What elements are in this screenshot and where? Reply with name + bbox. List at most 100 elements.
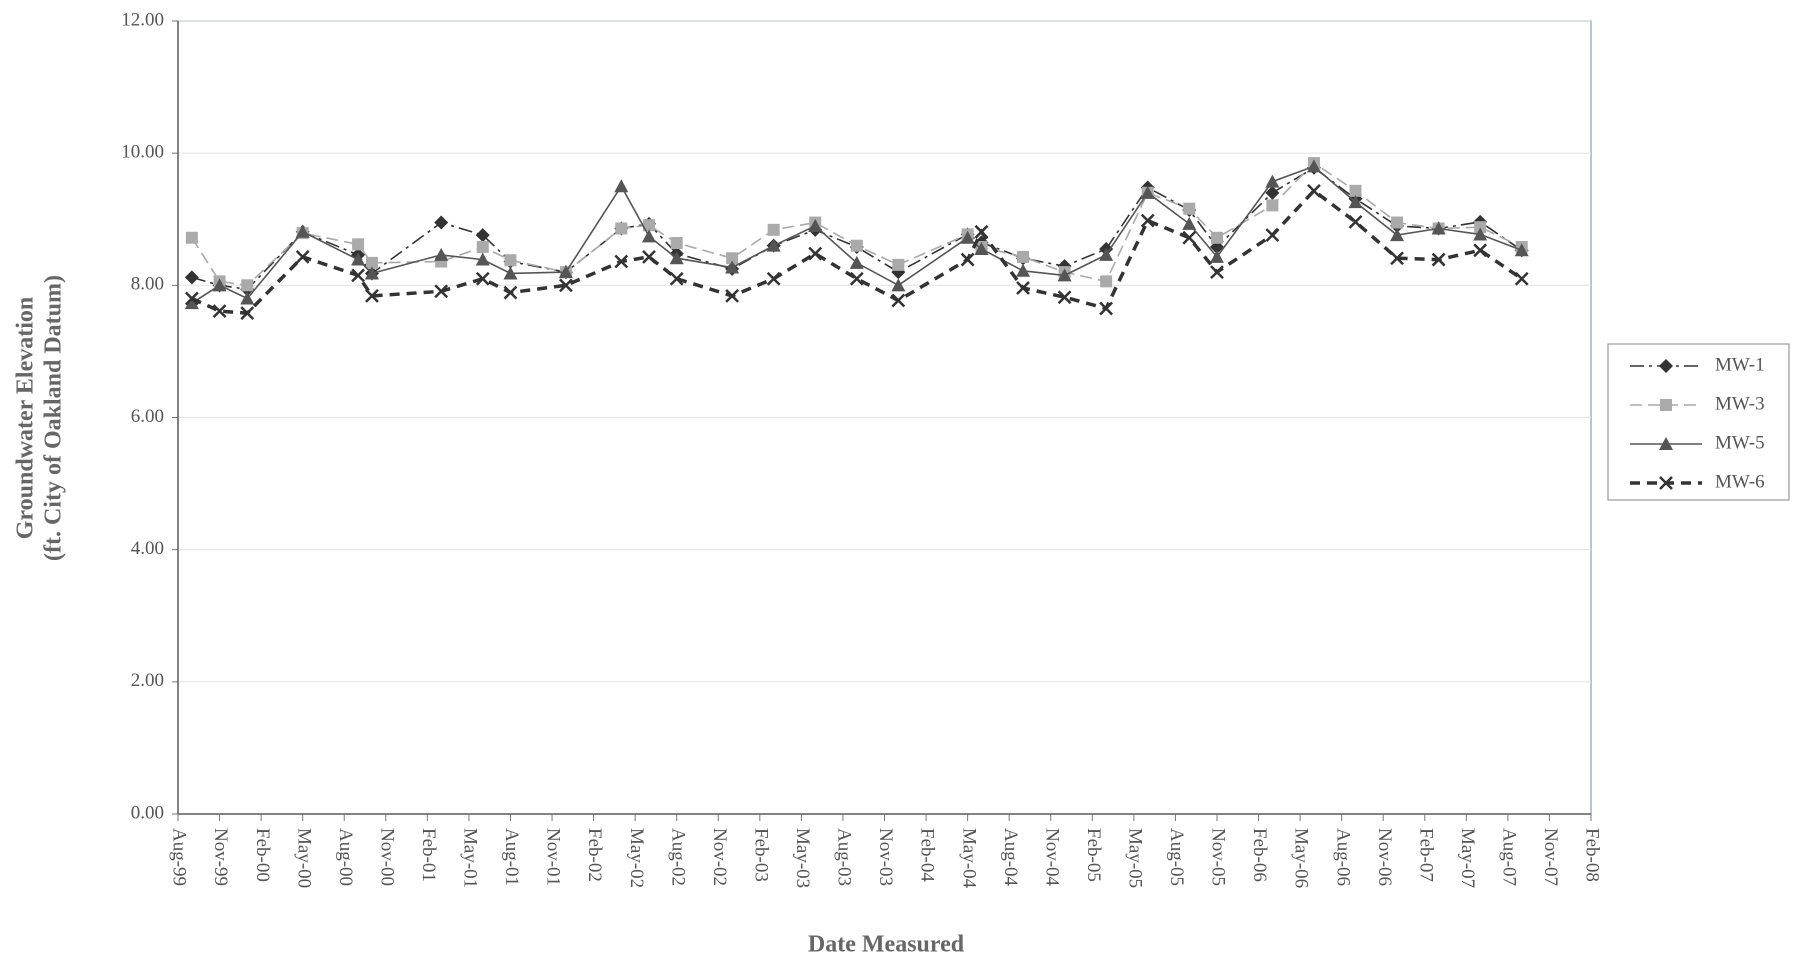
data-point — [1474, 221, 1487, 234]
x-tick-label: May-01 — [460, 828, 481, 888]
data-point — [974, 224, 989, 239]
data-point — [766, 271, 781, 286]
data-point — [184, 296, 199, 310]
data-point — [1265, 228, 1280, 242]
x-axis-title: Date Measured — [808, 932, 965, 958]
x-tick-label: Aug-00 — [335, 828, 356, 886]
data-point — [1307, 183, 1321, 198]
data-point — [1265, 185, 1280, 200]
x-tick-label: Feb-05 — [1083, 828, 1104, 882]
x-tick-label: May-05 — [1124, 828, 1145, 888]
data-point — [558, 265, 573, 279]
data-point — [1265, 174, 1280, 188]
data-point — [974, 241, 989, 255]
x-tick-label: Aug-05 — [1166, 828, 1187, 886]
legend-label: MW-6 — [1715, 471, 1765, 492]
x-tick-label: Aug-01 — [501, 828, 522, 886]
data-point — [1209, 249, 1224, 263]
data-point — [1016, 263, 1031, 277]
data-point — [184, 270, 199, 285]
x-tick-label: Aug-99 — [169, 828, 190, 886]
x-tick-label: May-07 — [1457, 828, 1478, 888]
data-point — [1306, 159, 1321, 173]
data-point — [1182, 230, 1197, 245]
data-point — [365, 256, 378, 269]
y-axis-title: Groundwater Elevation — [13, 297, 39, 539]
data-point — [503, 266, 518, 280]
x-tick-label: Feb-00 — [252, 828, 273, 882]
x-tick-label: Aug-03 — [834, 828, 855, 886]
x-tick-label: May-02 — [626, 828, 647, 888]
data-point — [1390, 251, 1404, 266]
y-tick-label: 12.00 — [121, 9, 164, 30]
x-tick-label: Feb-01 — [418, 828, 439, 882]
legend-label: MW-5 — [1715, 432, 1765, 453]
data-point — [212, 278, 227, 292]
y-tick-label: 6.00 — [131, 406, 164, 427]
data-point — [670, 237, 683, 250]
data-point — [614, 179, 629, 193]
x-tick-label: May-04 — [958, 828, 979, 889]
data-point — [475, 228, 490, 243]
data-point — [475, 252, 490, 266]
data-point — [766, 238, 781, 252]
data-point — [351, 252, 366, 266]
series-line — [191, 165, 1522, 304]
data-point — [960, 252, 975, 267]
data-point — [1473, 227, 1488, 241]
x-tick-label: Feb-03 — [750, 828, 771, 882]
y-tick-label: 4.00 — [131, 538, 164, 559]
data-point — [1266, 199, 1279, 212]
legend-marker — [1659, 476, 1673, 490]
data-point — [503, 285, 518, 300]
legend-marker — [1660, 399, 1672, 411]
data-point — [295, 250, 310, 264]
x-tick-label: Nov-06 — [1374, 828, 1395, 886]
series-line — [191, 188, 1523, 315]
y-tick-label: 2.00 — [131, 670, 164, 691]
data-point — [1016, 281, 1030, 295]
x-tick-label: Aug-07 — [1499, 828, 1520, 886]
data-point — [1210, 231, 1223, 244]
data-point — [352, 238, 365, 251]
data-point — [849, 271, 864, 286]
data-point — [212, 304, 227, 318]
data-point — [808, 218, 823, 232]
data-point — [725, 260, 740, 274]
x-tick-label: Aug-02 — [667, 828, 688, 886]
data-point — [1349, 184, 1362, 197]
legend-marker — [1659, 437, 1673, 450]
x-tick-label: Aug-06 — [1332, 828, 1353, 886]
y-tick-label: 0.00 — [131, 802, 164, 823]
legend-label: MW-1 — [1715, 354, 1765, 375]
data-point — [185, 231, 198, 244]
x-tick-label: Feb-08 — [1582, 828, 1603, 882]
data-point — [1348, 195, 1363, 209]
data-point — [1514, 271, 1529, 286]
data-point — [240, 306, 255, 320]
x-tick-label: Feb-02 — [584, 828, 605, 882]
data-point — [295, 224, 310, 238]
x-tick-label: Nov-07 — [1540, 828, 1561, 886]
x-tick-label: Nov-05 — [1208, 828, 1229, 886]
data-point — [364, 266, 379, 280]
data-point — [1210, 265, 1224, 280]
data-point — [1140, 185, 1155, 199]
x-tick-label: Feb-06 — [1249, 828, 1270, 882]
x-tick-label: Nov-99 — [210, 828, 231, 886]
data-point — [476, 241, 489, 254]
data-point — [558, 278, 573, 293]
data-point — [642, 229, 656, 243]
data-point — [365, 289, 379, 303]
y-tick-label: 10.00 — [121, 142, 164, 163]
data-point — [240, 291, 255, 305]
data-point — [615, 222, 628, 235]
data-point — [725, 289, 740, 303]
data-point — [669, 251, 684, 265]
legend-marker — [1659, 359, 1673, 373]
data-point — [1099, 301, 1114, 316]
data-point — [1057, 290, 1072, 305]
data-point — [475, 271, 490, 286]
data-point — [850, 239, 863, 252]
